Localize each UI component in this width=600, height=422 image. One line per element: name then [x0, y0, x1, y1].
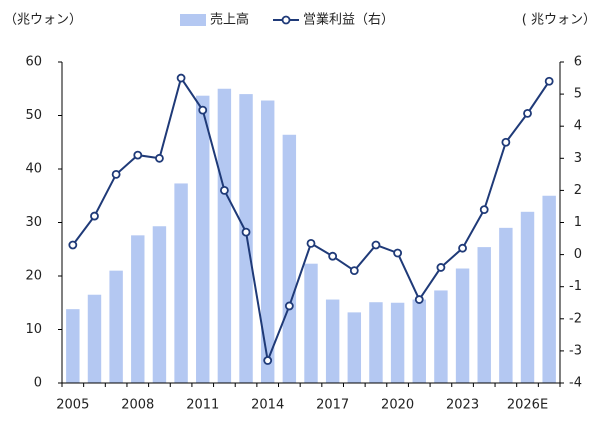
marker	[284, 301, 294, 311]
y2-tick-label: 1	[574, 215, 582, 230]
marker	[263, 356, 273, 365]
bar	[412, 299, 426, 383]
bar	[174, 183, 188, 383]
marker	[241, 227, 251, 237]
y2-tick-label: -1	[569, 279, 582, 294]
x-tick-label: 2014	[251, 398, 284, 413]
bar	[152, 226, 167, 383]
marker	[479, 205, 489, 215]
marker	[414, 295, 424, 304]
bar	[520, 211, 535, 383]
bar	[87, 294, 102, 383]
bar	[390, 302, 405, 383]
bar	[369, 302, 383, 383]
marker	[371, 240, 381, 250]
marker	[393, 248, 403, 258]
bar	[66, 309, 80, 383]
y-tick-label: 30	[25, 215, 42, 230]
bar	[455, 268, 470, 383]
bar	[217, 88, 232, 383]
legend-label: 営業利益（右）	[303, 12, 394, 28]
marker	[501, 137, 511, 147]
marker	[176, 73, 186, 83]
x-tick-label: 2026E	[507, 398, 548, 413]
bar	[499, 227, 513, 383]
y2-tick-label: 4	[574, 119, 582, 134]
bar	[282, 134, 297, 383]
bar	[131, 235, 145, 383]
bar	[196, 95, 210, 383]
y2-axis-label: ( 兆ウォン）	[522, 13, 596, 28]
marker	[436, 263, 446, 272]
y-tick-label: 20	[25, 269, 42, 284]
marker	[349, 266, 359, 276]
y2-tick-label: 2	[574, 183, 582, 198]
bar	[347, 312, 362, 383]
x-tick-label: 2008	[121, 398, 154, 413]
y-tick-label: 60	[25, 55, 42, 70]
marker	[90, 211, 99, 221]
y2-tick-label: 0	[574, 247, 582, 262]
y2-tick-label: -2	[569, 311, 582, 326]
x-tick-label: 2023	[446, 398, 479, 413]
bar	[304, 263, 318, 383]
x-tick-label: 2020	[381, 398, 414, 413]
marker	[219, 185, 229, 195]
y2-tick-label: -4	[569, 376, 582, 391]
marker	[68, 240, 78, 250]
bar	[325, 299, 340, 383]
y2-tick-label: 3	[574, 151, 582, 166]
marker	[306, 238, 316, 248]
bar	[260, 100, 275, 384]
x-tick-label: 2011	[186, 398, 219, 413]
y2-tick-label: 6	[574, 55, 582, 70]
y2-tick-label: -3	[569, 343, 582, 358]
bar	[434, 290, 448, 383]
y-axis-label: （兆ウォン）	[4, 13, 82, 28]
marker	[328, 251, 338, 261]
y-tick-label: 10	[25, 322, 42, 337]
marker	[458, 243, 467, 253]
marker	[544, 76, 554, 86]
x-tick-label: 2017	[316, 398, 349, 413]
y-tick-label: 40	[25, 162, 42, 177]
y-tick-label: 50	[25, 108, 42, 123]
bar	[542, 195, 556, 383]
marker	[111, 169, 121, 179]
x-tick-label: 2005	[56, 398, 89, 413]
y-tick-label: 0	[34, 376, 42, 391]
bar	[477, 247, 491, 383]
legend-label: 売上高	[210, 12, 249, 28]
marker	[133, 150, 143, 160]
bar	[239, 94, 253, 383]
marker	[198, 105, 208, 115]
y2-tick-label: 5	[574, 87, 582, 102]
bar	[109, 270, 123, 383]
marker	[155, 153, 164, 163]
legend-swatch	[180, 14, 206, 26]
marker	[523, 108, 532, 118]
legend-swatch	[281, 15, 291, 25]
